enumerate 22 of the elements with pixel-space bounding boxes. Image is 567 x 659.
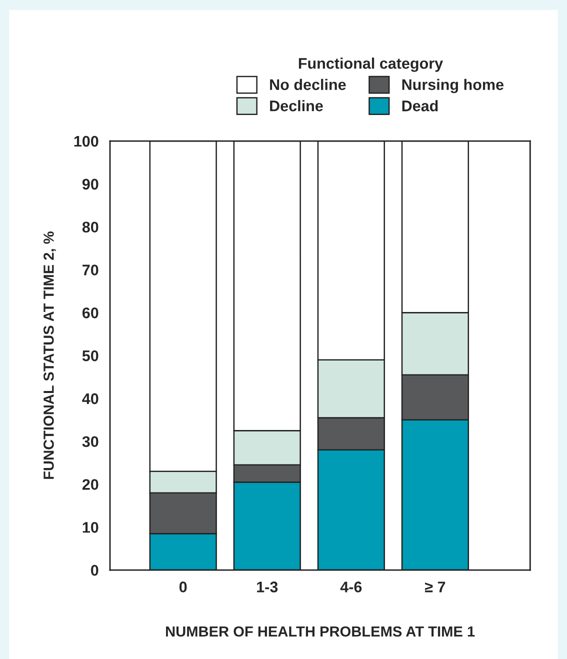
y-axis-title: FUNCTIONAL STATUS AT TIME 2, %: [44, 232, 56, 479]
legend-label: Decline: [270, 100, 323, 112]
legend-label: Dead: [402, 100, 438, 112]
y-tick-label: 10: [82, 522, 98, 533]
y-tick-label: 80: [82, 222, 98, 233]
legend-title: Functional category: [298, 58, 443, 72]
x-tick-label: 0: [179, 582, 187, 592]
legend-label: Nursing home: [402, 78, 504, 94]
y-tick-label: 0: [90, 564, 98, 576]
x-axis-title: NUMBER OF HEALTH PROBLEMS AT TIME 1: [166, 626, 475, 637]
y-tick-label: 90: [82, 178, 98, 190]
y-tick-label: 20: [82, 479, 98, 490]
y-tick-label: 70: [82, 264, 98, 276]
y-tick-label: 30: [82, 436, 98, 448]
y-tick-label: 60: [82, 307, 98, 318]
x-tick-label: 1-3: [257, 582, 278, 592]
x-tick-label: ≥ 7: [424, 582, 446, 592]
x-tick-label: 4-6: [340, 582, 362, 592]
y-tick-label: 100: [74, 136, 98, 147]
legend-label: No decline: [270, 78, 346, 90]
y-tick-label: 40: [82, 393, 98, 404]
y-tick-label: 50: [82, 350, 98, 362]
